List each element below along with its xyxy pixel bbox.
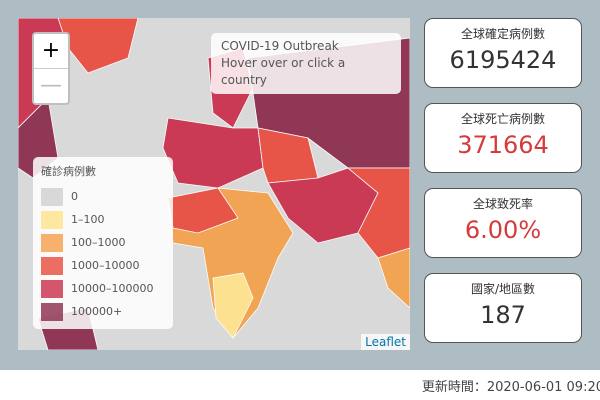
info-subtitle: Hover over or click a country	[221, 56, 346, 87]
legend-swatch	[41, 210, 63, 229]
legend-swatch	[41, 302, 63, 321]
legend-label: 100000+	[71, 305, 123, 318]
zoom-out[interactable]: —	[34, 68, 68, 103]
stat-label: 國家/地區數	[470, 282, 536, 296]
region[interactable]	[57, 18, 139, 74]
update-time: 更新時間：2020-06-01 09:20	[421, 380, 600, 395]
map[interactable]: + — COVID-19 Outbreak Hover over or clic…	[18, 18, 410, 350]
legend-label: 1000–10000	[71, 259, 140, 272]
stat-card: 全球致死率 6.00%	[424, 188, 582, 258]
attribution[interactable]: Leaflet	[361, 334, 410, 350]
region[interactable]	[212, 272, 254, 339]
stat-card: 全球確定病例數 6195424	[424, 18, 582, 88]
info-box: COVID-19 Outbreak Hover over or click a …	[211, 33, 401, 94]
legend-swatch	[41, 256, 63, 275]
zoom-control: + —	[32, 32, 70, 105]
stat-card: 國家/地區數 187	[424, 273, 582, 343]
stat-label: 全球致死率	[472, 197, 533, 211]
info-title: COVID-19 Outbreak	[221, 39, 339, 53]
legend-swatch	[41, 279, 63, 298]
legend-swatch	[41, 187, 63, 206]
stat-card: 全球死亡病例數 371664	[424, 103, 582, 173]
legend-label: 10000–100000	[71, 282, 154, 295]
stat-value: 6195424	[449, 46, 557, 74]
legend-item: 10000–100000	[41, 277, 173, 300]
legend-item: 1000–10000	[41, 254, 173, 277]
legend-item: 0	[41, 185, 173, 208]
legend: 確診病例數 0 1–100 100–1000 1000–10000 10000–1000…	[33, 157, 173, 329]
zoom-in[interactable]: +	[41, 38, 61, 63]
stat-label: 全球死亡病例數	[460, 112, 545, 126]
legend-label: 0	[71, 190, 78, 203]
stat-value: 6.00%	[464, 216, 542, 244]
legend-item: 100000+	[41, 300, 173, 323]
stat-value: 371664	[457, 131, 549, 159]
stat-value: 187	[480, 301, 526, 329]
legend-item: 1–100	[41, 208, 173, 231]
legend-label: 100–1000	[71, 236, 126, 249]
footer: 更新時間：2020-06-01 09:20	[0, 370, 600, 400]
stat-label: 全球確定病例數	[460, 27, 545, 41]
legend-label: 1–100	[71, 213, 105, 226]
legend-swatch	[41, 233, 63, 252]
legend-item: 100–1000	[41, 231, 173, 254]
region[interactable]	[162, 117, 264, 189]
legend-title: 確診病例數	[41, 165, 96, 178]
region[interactable]	[377, 247, 410, 309]
